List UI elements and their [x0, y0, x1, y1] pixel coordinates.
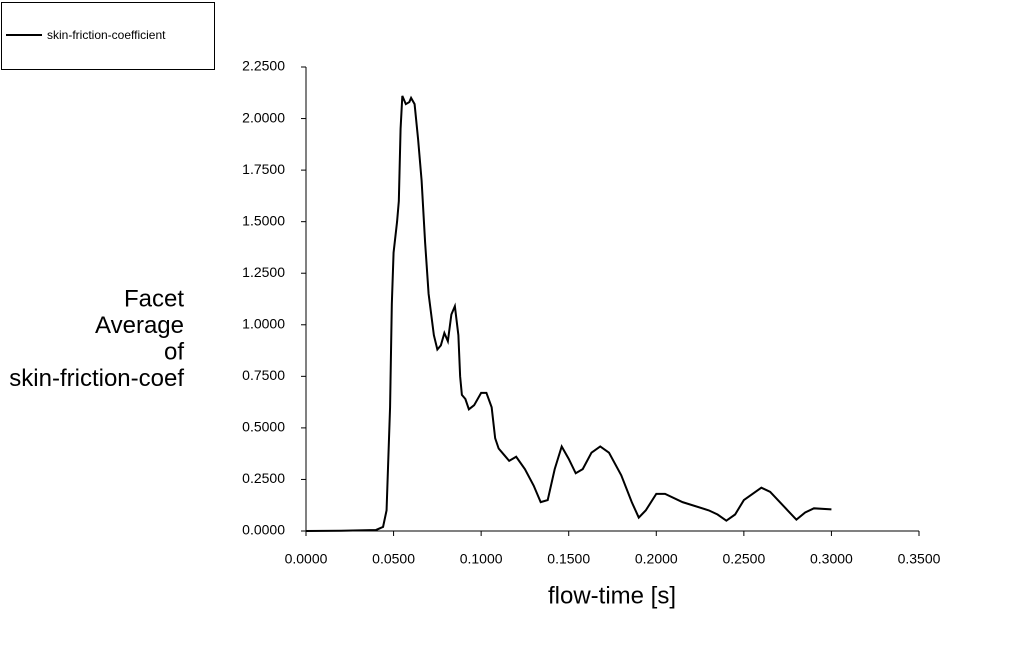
- y-tick-label: 2.2500: [242, 58, 285, 74]
- data-line: [305, 95, 832, 532]
- y-axis-title: Facet: [124, 285, 184, 312]
- legend-label: skin-friction-coefficient: [47, 28, 166, 42]
- y-tick-label: 1.0000: [242, 315, 285, 331]
- y-tick-label: 0.7500: [242, 367, 285, 383]
- x-tick-label: 0.0500: [372, 551, 415, 567]
- y-axis-title: of: [164, 338, 184, 365]
- y-tick-label: 1.2500: [242, 264, 285, 280]
- y-tick-label: 1.5000: [242, 212, 285, 228]
- y-tick-label: 0.5000: [242, 419, 285, 435]
- y-axis-title: skin-friction-coef: [9, 365, 184, 392]
- y-tick-label: 0.0000: [242, 522, 285, 538]
- x-tick-label: 0.3500: [898, 551, 941, 567]
- x-axis-title: flow-time [s]: [548, 582, 676, 609]
- y-axis-title: Average: [95, 312, 184, 339]
- x-tick-label: 0.0000: [285, 551, 328, 567]
- x-tick-label: 0.1500: [547, 551, 590, 567]
- y-tick-label: 2.0000: [242, 109, 285, 125]
- x-tick-label: 0.1000: [460, 551, 503, 567]
- x-tick-label: 0.3000: [810, 551, 853, 567]
- y-tick-label: 1.7500: [242, 161, 285, 177]
- y-tick-label: 0.2500: [242, 470, 285, 486]
- x-tick-label: 0.2500: [722, 551, 765, 567]
- x-tick-label: 0.2000: [635, 551, 678, 567]
